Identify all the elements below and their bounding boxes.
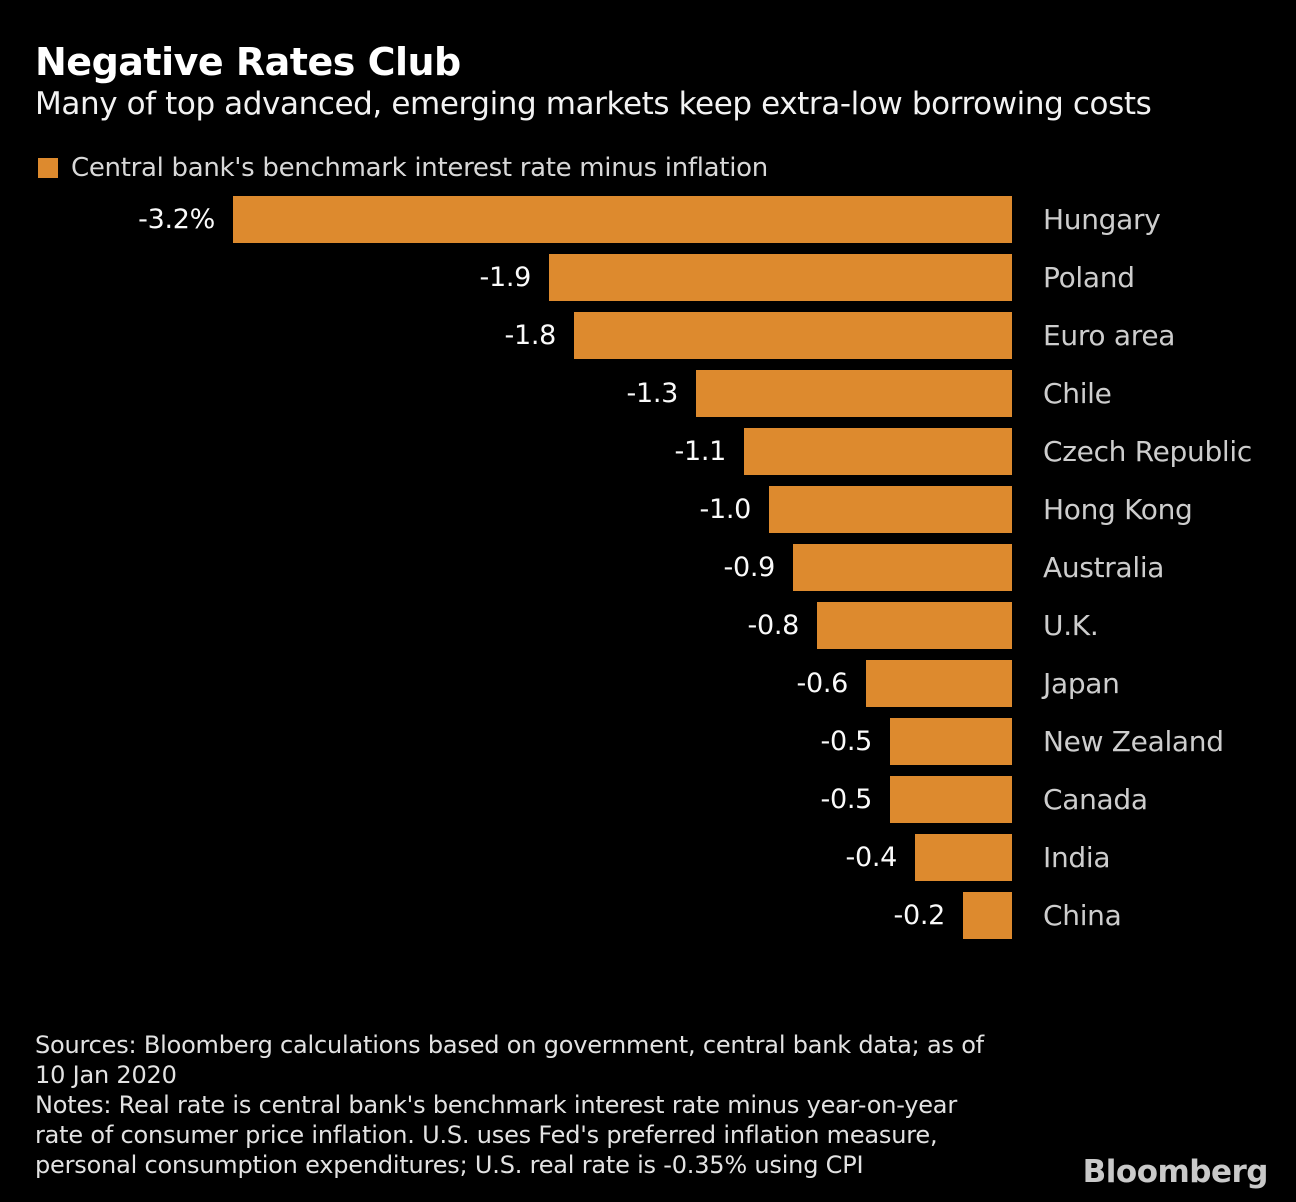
bar-row: -0.2 China (0, 892, 1296, 939)
bar (793, 544, 1012, 591)
bar-row: -0.5 New Zealand (0, 718, 1296, 765)
note-line: Notes: Real rate is central bank's bench… (35, 1091, 957, 1119)
value-label: -1.1 (674, 436, 727, 467)
bar-row: -0.8 U.K. (0, 602, 1296, 649)
value-label: -0.5 (820, 726, 873, 757)
bar-row: -0.4 India (0, 834, 1296, 881)
value-label: -0.2 (893, 900, 946, 931)
bar (696, 370, 1012, 417)
value-label: -0.8 (747, 610, 800, 641)
bar-row: -1.9 Poland (0, 254, 1296, 301)
bar (549, 254, 1012, 301)
bar (915, 834, 1012, 881)
value-label: -0.6 (796, 668, 849, 699)
bar (744, 428, 1012, 475)
bar (866, 660, 1012, 707)
value-label: -1.8 (504, 320, 557, 351)
note-line: personal consumption expenditures; U.S. … (35, 1151, 864, 1179)
bar (769, 486, 1012, 533)
bar (233, 196, 1012, 243)
legend-label: Central bank's benchmark interest rate m… (71, 153, 768, 183)
category-label: Canada (1043, 783, 1148, 816)
category-label: Poland (1043, 261, 1135, 294)
bar-row: -1.3 Chile (0, 370, 1296, 417)
category-label: Japan (1043, 667, 1120, 700)
category-label: India (1043, 841, 1111, 874)
bar-row: -1.0 Hong Kong (0, 486, 1296, 533)
category-label: New Zealand (1043, 725, 1224, 758)
legend-swatch-icon (38, 158, 58, 178)
category-label: U.K. (1043, 609, 1099, 642)
value-label: -0.5 (820, 784, 873, 815)
bar-row: -0.5 Canada (0, 776, 1296, 823)
value-label: -1.3 (626, 378, 679, 409)
bar (817, 602, 1012, 649)
legend: Central bank's benchmark interest rate m… (38, 153, 768, 183)
bloomberg-logo: Bloomberg (1082, 1154, 1269, 1190)
bar-chart-plot-area: -3.2% Hungary -1.9 Poland -1.8 Euro area -1.3 C… (0, 196, 1296, 950)
category-label: Chile (1043, 377, 1112, 410)
chart-title: Negative Rates Club (35, 40, 461, 84)
value-label: -0.9 (723, 552, 776, 583)
category-label: Hungary (1043, 203, 1161, 236)
value-label: -3.2% (138, 204, 215, 235)
category-label: Czech Republic (1043, 435, 1252, 468)
bar (963, 892, 1012, 939)
note-line: rate of consumer price inflation. U.S. u… (35, 1121, 938, 1149)
source-line: 10 Jan 2020 (35, 1061, 177, 1089)
value-label: -0.4 (845, 842, 898, 873)
bar-row: -0.6 Japan (0, 660, 1296, 707)
category-label: Australia (1043, 551, 1165, 584)
source-line: Sources: Bloomberg calculations based on… (35, 1031, 984, 1059)
bar (890, 718, 1012, 765)
bar-row: -0.9 Australia (0, 544, 1296, 591)
bar-row: -3.2% Hungary (0, 196, 1296, 243)
category-label: Euro area (1043, 319, 1176, 352)
bar (574, 312, 1012, 359)
bar-row: -1.8 Euro area (0, 312, 1296, 359)
source-notes: Sources: Bloomberg calculations based on… (35, 1030, 984, 1180)
bar-row: -1.1 Czech Republic (0, 428, 1296, 475)
value-label: -1.0 (699, 494, 752, 525)
category-label: Hong Kong (1043, 493, 1193, 526)
bar (890, 776, 1012, 823)
category-label: China (1043, 899, 1122, 932)
value-label: -1.9 (479, 262, 532, 293)
chart-subtitle: Many of top advanced, emerging markets k… (35, 86, 1152, 122)
